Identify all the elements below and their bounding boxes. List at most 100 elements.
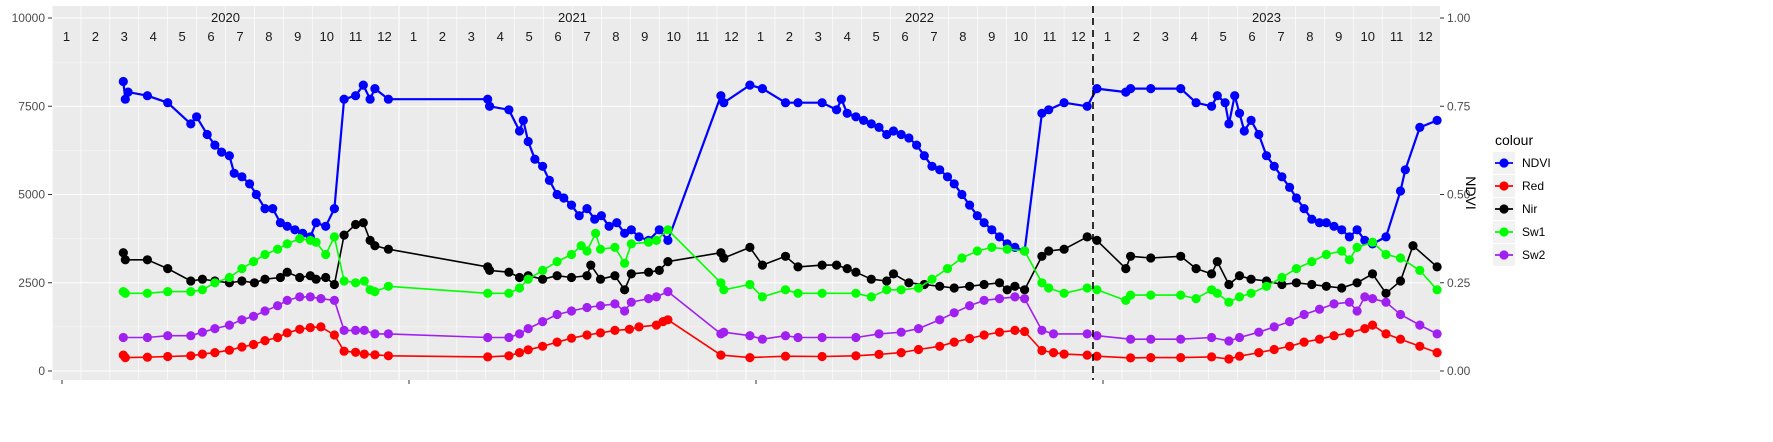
month-label: 11: [1043, 29, 1057, 44]
data-point-ndvi: [1059, 98, 1069, 108]
data-point-red: [248, 339, 259, 350]
data-point-nir: [644, 267, 654, 277]
data-point-nir: [329, 279, 339, 290]
data-point-sw1: [321, 249, 331, 260]
data-point-sw2: [1020, 294, 1030, 304]
data-point-sw1: [248, 257, 259, 267]
data-point-sw2: [1381, 297, 1391, 307]
data-point-sw1: [1044, 283, 1054, 293]
data-point-red: [1415, 341, 1425, 351]
data-point-red: [913, 344, 924, 355]
legend-item-sw1: Sw1: [1493, 221, 1546, 243]
data-point-sw1: [1321, 249, 1331, 260]
data-point-nir: [514, 272, 525, 283]
data-point-nir: [504, 267, 514, 277]
data-point-red: [1367, 320, 1378, 330]
data-point-sw1: [260, 249, 270, 260]
legend-key-point: [1499, 158, 1509, 168]
data-point-nir: [1020, 285, 1030, 295]
data-point-sw1: [745, 279, 755, 290]
data-point-ndvi: [1207, 101, 1217, 111]
data-point-nir: [663, 257, 673, 267]
data-point-ndvi: [965, 200, 975, 210]
month-label: 8: [1306, 29, 1313, 44]
series-red: [118, 315, 1442, 364]
data-point-ndvi: [311, 218, 321, 228]
data-point-nir: [260, 274, 270, 284]
data-point-ndvi: [574, 211, 584, 221]
data-point-nir: [1082, 232, 1092, 242]
data-point-sw2: [1224, 336, 1234, 346]
data-point-ndvi: [949, 179, 959, 189]
legend-label: Red: [1522, 179, 1544, 193]
data-point-sw2: [1082, 329, 1092, 339]
data-point-sw2: [949, 308, 959, 318]
data-point-sw2: [118, 332, 128, 343]
data-point-nir: [358, 218, 368, 228]
data-point-ndvi: [268, 204, 278, 214]
data-point-sw2: [1010, 292, 1020, 302]
data-point-ndvi: [504, 105, 514, 115]
data-point-sw2: [224, 320, 234, 330]
data-point-nir: [142, 255, 152, 265]
data-point-red: [595, 328, 606, 338]
data-point-ndvi: [626, 225, 636, 235]
data-point-ndvi: [663, 235, 673, 245]
data-point-red: [566, 333, 577, 343]
data-point-nir: [275, 272, 285, 283]
data-point-nir: [832, 260, 842, 270]
data-point-red: [1299, 337, 1309, 347]
data-point-sw1: [1291, 264, 1301, 274]
legend-key-point: [1499, 181, 1509, 191]
data-point-sw1: [866, 292, 876, 302]
month-label: 5: [179, 29, 186, 44]
data-point-sw2: [197, 327, 207, 337]
data-point-red: [1176, 353, 1186, 363]
data-point-ndvi: [530, 154, 540, 164]
data-point-ndvi: [1230, 91, 1240, 101]
data-point-nir: [1337, 283, 1347, 293]
data-point-ndvi: [1212, 91, 1222, 101]
data-point-red: [305, 323, 315, 333]
data-point-sw1: [1261, 281, 1272, 291]
data-point-ndvi: [634, 232, 644, 242]
series-ndvi: [118, 76, 1442, 256]
data-point-ndvi: [1146, 84, 1156, 94]
y-left-tick-label: 10000: [12, 11, 46, 25]
data-point-nir: [237, 276, 247, 286]
data-point-nir: [1234, 271, 1245, 281]
data-point-ndvi: [163, 98, 173, 108]
data-point-sw2: [1207, 332, 1217, 343]
data-point-ndvi: [596, 211, 607, 221]
data-point-red: [624, 324, 635, 334]
data-point-sw1: [582, 246, 592, 256]
data-point-nir: [842, 264, 852, 274]
data-point-sw2: [817, 332, 827, 343]
data-point-sw1: [644, 237, 654, 247]
data-point-sw1: [483, 288, 493, 298]
data-point-nir: [552, 271, 562, 281]
data-point-ndvi: [896, 129, 906, 140]
data-point-ndvi: [888, 126, 899, 136]
axes: 0 2500 5000 7500 10000 0.00 0.25 0.50 0.75 1.00 ND…: [12, 11, 1479, 384]
data-point-red: [1059, 349, 1069, 359]
data-point-nir: [1092, 235, 1102, 245]
data-point-red: [370, 350, 380, 360]
data-point-red: [359, 349, 369, 359]
month-label: 7: [1277, 29, 1284, 44]
data-point-ndvi: [483, 94, 493, 104]
data-point-sw1: [383, 281, 393, 291]
data-point-red: [329, 330, 339, 340]
data-point-ndvi: [1314, 218, 1325, 228]
data-point-ndvi: [544, 175, 555, 185]
data-point-sw1: [1352, 242, 1362, 252]
data-point-sw1: [1212, 288, 1222, 298]
data-point-nir: [745, 242, 755, 252]
data-point-sw2: [1146, 334, 1156, 344]
legend-item-sw2: Sw2: [1493, 244, 1546, 266]
data-point-ndvi: [566, 200, 577, 210]
month-label: 6: [901, 29, 908, 44]
data-point-ndvi: [604, 221, 614, 231]
data-point-sw2: [237, 315, 247, 325]
data-point-ndvi: [559, 193, 569, 203]
